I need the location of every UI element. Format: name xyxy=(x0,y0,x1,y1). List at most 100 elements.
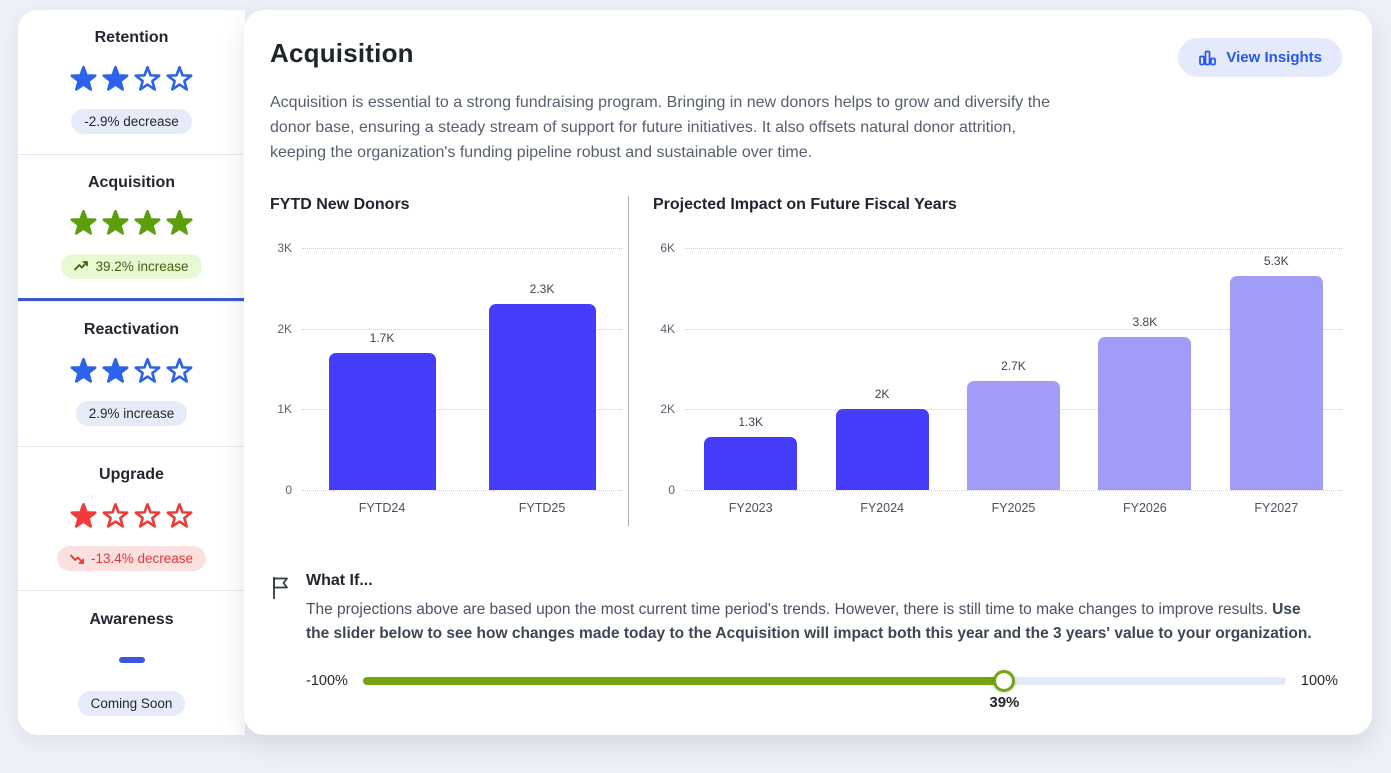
star-outline-icon xyxy=(102,502,129,528)
chart-body: 3K 2K 1K 0 1.7K FYTD24 2.3K FYTD25 xyxy=(270,241,622,515)
sidebar-card-reactivation[interactable]: Reactivation 2.9% increase xyxy=(18,301,245,446)
y-axis-tick: 0 xyxy=(285,482,292,497)
metric-title: Awareness xyxy=(89,610,174,628)
metric-change-badge: 2.9% increase xyxy=(75,401,188,427)
acquisition-panel: Acquisition View Insights Acquisition is… xyxy=(244,10,1372,735)
star-outline-icon xyxy=(166,65,193,91)
bar xyxy=(1229,276,1323,490)
plot-area: 1.3K FY2023 2K FY2024 2.7K FY2025 3.8K FY2026 5.… xyxy=(685,247,1342,515)
trending-down-icon xyxy=(70,554,84,564)
bar xyxy=(704,437,798,490)
gridline xyxy=(302,247,622,249)
bar-group-fy2026: 3.8K FY2026 xyxy=(1098,248,1192,515)
metric-change-badge: -13.4% decrease xyxy=(56,546,207,572)
what-if-content: What If... The projections above are bas… xyxy=(306,571,1342,711)
badge-label: -2.9% decrease xyxy=(84,114,179,130)
what-if-text: The projections above are based upon the… xyxy=(306,598,1322,646)
bar-value-label: 2.7K xyxy=(1001,358,1026,373)
star-outline-icon xyxy=(134,65,161,91)
star-filled-icon xyxy=(102,65,129,91)
y-axis-tick: 1K xyxy=(277,402,292,417)
badge-label: -13.4% decrease xyxy=(90,551,194,567)
charts-divider xyxy=(628,195,629,526)
star-outline-icon xyxy=(134,357,161,383)
y-axis: 6K 4K 2K 0 xyxy=(653,241,685,497)
what-if-title: What If... xyxy=(306,571,373,589)
chart-projected-impact: Projected Impact on Future Fiscal Years 6… xyxy=(653,195,1342,515)
bar xyxy=(488,304,596,490)
metric-change-badge: Coming Soon xyxy=(77,690,186,716)
sidebar-card-acquisition[interactable]: Acquisition 39.2% increase xyxy=(18,153,245,302)
y-axis-tick: 3K xyxy=(277,240,292,255)
page-title: Acquisition xyxy=(270,38,414,68)
star-outline-icon xyxy=(166,357,193,383)
star-filled-icon xyxy=(70,210,97,236)
sidebar-card-awareness[interactable]: Awareness Coming Soon xyxy=(18,590,245,735)
metric-title: Upgrade xyxy=(99,466,164,484)
bar-value-label: 3.8K xyxy=(1132,314,1158,329)
y-axis-tick: 2K xyxy=(660,402,675,417)
star-filled-icon xyxy=(166,210,193,236)
badge-label: Coming Soon xyxy=(90,695,173,711)
star-outline-icon xyxy=(134,502,161,528)
star-rating xyxy=(68,62,195,94)
metric-change-badge: -2.9% decrease xyxy=(71,109,192,135)
metric-change-badge: 39.2% increase xyxy=(61,253,202,279)
sidebar-card-upgrade[interactable]: Upgrade -13.4% decrease xyxy=(18,445,245,591)
star-rating xyxy=(68,207,195,239)
bar xyxy=(328,352,436,490)
charts-row: FYTD New Donors 3K 2K 1K 0 1.7K FYTD24 2.3K FYTD… xyxy=(270,195,1342,526)
sidebar-card-retention[interactable]: Retention -2.9% decrease xyxy=(18,10,245,154)
gridline xyxy=(685,328,1342,330)
bar-group-fy2025: 2.7K FY2025 xyxy=(966,248,1060,515)
star-outline-icon xyxy=(166,502,193,528)
view-insights-button[interactable]: View Insights xyxy=(1178,38,1342,77)
gridline xyxy=(302,489,622,491)
what-if-section: What If... The projections above are bas… xyxy=(270,571,1342,711)
metric-title: Reactivation xyxy=(83,321,180,339)
bar-group-fytd25: 2.3K FYTD25 xyxy=(488,248,596,515)
gridline xyxy=(302,409,622,411)
x-axis-label: FY2026 xyxy=(1122,500,1167,515)
what-if-slider[interactable]: 39% xyxy=(362,669,1286,711)
chart-title: FYTD New Donors xyxy=(270,195,410,213)
x-axis-label: FYTD25 xyxy=(518,500,566,515)
star-filled-icon xyxy=(70,65,97,91)
chart-body: 6K 4K 2K 0 1.3K FY2023 2K FY2024 2.7K FY2025 3.8K F… xyxy=(653,241,1342,515)
star-filled-icon xyxy=(134,210,161,236)
x-axis-label: FY2025 xyxy=(991,500,1036,515)
panel-header: Acquisition View Insights xyxy=(270,38,1342,77)
metric-title: Acquisition xyxy=(87,173,176,191)
app-layout: Retention -2.9% decrease Acquisition 39.2% … xyxy=(18,10,1372,735)
star-rating xyxy=(68,354,195,386)
plot-area: 1.7K FYTD24 2.3K FYTD25 xyxy=(302,247,622,515)
bar-group-fy2024: 2K FY2024 xyxy=(835,248,929,515)
bars-container: 1.3K FY2023 2K FY2024 2.7K FY2025 3.8K FY2026 5.… xyxy=(685,248,1342,515)
gridline xyxy=(302,328,622,330)
bar-group-fytd24: 1.7K FYTD24 xyxy=(328,248,436,515)
bar-value-label: 1.7K xyxy=(369,330,395,345)
chart-fytd-new-donors: FYTD New Donors 3K 2K 1K 0 1.7K FYTD24 2.3K FYTD… xyxy=(270,195,622,515)
bar-value-label: 2K xyxy=(874,387,890,402)
bar xyxy=(1098,336,1192,490)
star-filled-icon xyxy=(102,210,129,236)
bar xyxy=(966,380,1060,490)
metric-title: Retention xyxy=(94,29,169,47)
x-axis-label: FY2027 xyxy=(1254,500,1299,515)
bar-value-label: 2.3K xyxy=(529,282,555,297)
what-if-slider-row: -100% 39% 100% xyxy=(306,669,1342,711)
gridline xyxy=(685,247,1342,249)
star-rating xyxy=(68,499,195,531)
slider-thumb[interactable] xyxy=(993,669,1016,692)
y-axis-tick: 0 xyxy=(668,482,675,497)
badge-label: 39.2% increase xyxy=(95,258,189,274)
slider-max-label: 100% xyxy=(1300,672,1338,689)
badge-label: 2.9% increase xyxy=(88,406,175,422)
y-axis-tick: 2K xyxy=(277,321,292,336)
slider-fill xyxy=(362,676,1005,685)
gridline xyxy=(685,489,1342,491)
trending-up-icon xyxy=(74,261,89,271)
bar xyxy=(835,409,929,490)
view-insights-label: View Insights xyxy=(1226,49,1322,66)
chart-title: Projected Impact on Future Fiscal Years xyxy=(653,195,957,213)
